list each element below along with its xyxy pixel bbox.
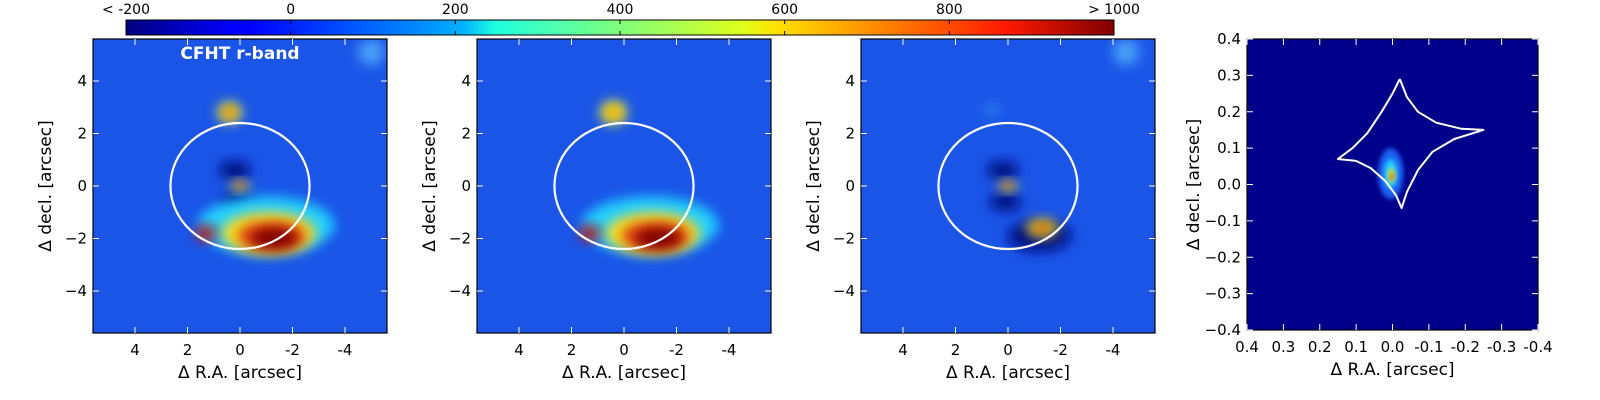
- x-tick-label: -2: [285, 341, 300, 359]
- y-tick-label: 0.4: [1217, 30, 1241, 48]
- heatmap-feature: [1004, 183, 1012, 189]
- heatmap-image: [861, 39, 1155, 333]
- x-tick-label: 2: [183, 341, 193, 359]
- y-tick-label: 0: [461, 177, 471, 195]
- y-axis-label: Δ decl. [arcsec]: [420, 120, 440, 251]
- y-tick-label: 2: [461, 125, 471, 143]
- x-tick-label: -4: [338, 341, 353, 359]
- x-tick-label: -4: [1106, 341, 1121, 359]
- y-tick-label: 0: [77, 177, 87, 195]
- x-axis-label: Δ R.A. [arcsec]: [178, 363, 302, 383]
- heatmap-feature: [606, 107, 621, 118]
- panel-observed: 4 2 0 -2 -4 4 2 0 −2 −4 Δ R.A. [arcsec] Δ decl. [ar…: [36, 38, 388, 383]
- x-tick-label: -0.1: [1414, 338, 1443, 356]
- critical-curve-circle: [169, 121, 311, 251]
- heatmap-feature: [987, 161, 1019, 180]
- x-tick-label: -2: [1053, 341, 1068, 359]
- colorbar-tick-label: < -200: [102, 2, 150, 18]
- heatmap-image: [477, 39, 771, 333]
- heatmap-image: [93, 39, 387, 333]
- x-tick-label: -2: [669, 341, 684, 359]
- colorbar-tick-label: 0: [286, 2, 295, 18]
- x-tick-label: 0: [619, 341, 629, 359]
- colorbar: < -200 0 200 400 600 800 > 1000: [102, 2, 1140, 36]
- y-tick-label: 0.1: [1217, 139, 1241, 157]
- colorbar-tick-label: > 1000: [1088, 2, 1140, 18]
- panel-model: 4 2 0 -2 -4 4 2 0 −2 −4 Δ R.A. [arcsec] Δ decl. [ar…: [420, 38, 772, 383]
- y-tick-label: 0.2: [1217, 103, 1241, 121]
- x-tick-label: 4: [898, 341, 908, 359]
- heatmap-feature: [634, 228, 682, 249]
- critical-curve-circle: [553, 121, 695, 251]
- x-tick-label: 0: [1003, 341, 1013, 359]
- y-tick-label: 2: [845, 125, 855, 143]
- heatmap-background: [477, 39, 771, 333]
- x-tick-label: -0.4: [1523, 338, 1552, 356]
- y-axis-label: Δ decl. [arcsec]: [36, 120, 56, 251]
- y-tick-label: 4: [77, 72, 87, 90]
- y-tick-label: 2: [77, 125, 87, 143]
- colorbar-ticks: < -200 0 200 400 600 800 > 1000: [102, 2, 1140, 35]
- colorbar-tick-label: 400: [607, 2, 634, 18]
- heatmap-feature: [1113, 39, 1140, 66]
- heatmap-feature: [1035, 224, 1049, 232]
- panel-source-plane: 0.4 0.3 0.2 0.1 0.0 -0.1 -0.2 -0.3 -0.4 0.4 0.3 0.2…: [1184, 30, 1553, 380]
- x-tick-label: 2: [567, 341, 577, 359]
- heatmap-feature: [195, 225, 217, 242]
- y-tick-label: −2: [449, 230, 471, 248]
- y-tick-label: −0.1: [1205, 212, 1241, 230]
- heatmap-image: [1247, 39, 1538, 330]
- x-tick-label: 0: [235, 341, 245, 359]
- critical-curve-circle: [937, 121, 1079, 251]
- y-tick-label: −2: [65, 230, 87, 248]
- y-tick-label: 4: [461, 72, 471, 90]
- heatmap-feature: [358, 39, 385, 66]
- y-tick-label: 0: [845, 177, 855, 195]
- panel-residual: 4 2 0 -2 -4 4 2 0 −2 −4 Δ R.A. [arcsec] Δ decl. [ar…: [804, 38, 1156, 383]
- y-axis-label: Δ decl. [arcsec]: [804, 120, 824, 251]
- y-tick-label: −2: [833, 230, 855, 248]
- heatmap-feature: [989, 192, 1022, 211]
- y-tick-label: −4: [449, 282, 471, 300]
- y-axis-label: Δ decl. [arcsec]: [1184, 119, 1204, 250]
- y-tick-label: −0.2: [1205, 248, 1241, 266]
- x-tick-label: -0.3: [1487, 338, 1516, 356]
- x-tick-label: 0.1: [1344, 338, 1368, 356]
- x-tick-label: -0.2: [1451, 338, 1480, 356]
- y-tick-label: 4: [845, 72, 855, 90]
- y-tick-label: −4: [833, 282, 855, 300]
- x-tick-label: 0.4: [1235, 338, 1259, 356]
- x-tick-label: 4: [130, 341, 140, 359]
- colorbar-tick-label: 600: [771, 2, 798, 18]
- x-tick-label: 2: [951, 341, 961, 359]
- y-tick-label: −4: [65, 282, 87, 300]
- heatmap-feature: [219, 161, 251, 180]
- y-tick-label: 0.3: [1217, 66, 1241, 84]
- x-axis-label: Δ R.A. [arcsec]: [1330, 360, 1454, 380]
- heatmap-feature: [984, 103, 1001, 117]
- x-tick-label: 4: [514, 341, 524, 359]
- x-tick-label: 0.2: [1308, 338, 1332, 356]
- heatmap-feature: [224, 107, 235, 118]
- colorbar-tick-label: 200: [442, 2, 469, 18]
- x-tick-label: -4: [722, 341, 737, 359]
- x-axis-label: Δ R.A. [arcsec]: [562, 363, 686, 383]
- heatmap-feature: [1390, 172, 1394, 181]
- x-tick-label: 0.0: [1381, 338, 1405, 356]
- panel-title: CFHT r-band: [180, 44, 299, 64]
- colorbar-tick-label: 800: [936, 2, 963, 18]
- heatmap-feature: [236, 183, 244, 189]
- y-tick-label: 0.0: [1217, 176, 1241, 194]
- heatmap-feature: [579, 225, 601, 242]
- x-axis-label: Δ R.A. [arcsec]: [946, 363, 1070, 383]
- heatmap-feature: [250, 228, 298, 249]
- caustic-curve: [1336, 78, 1485, 210]
- y-tick-label: −0.3: [1205, 285, 1241, 303]
- x-tick-label: 0.3: [1271, 338, 1295, 356]
- y-tick-label: −0.4: [1205, 321, 1241, 339]
